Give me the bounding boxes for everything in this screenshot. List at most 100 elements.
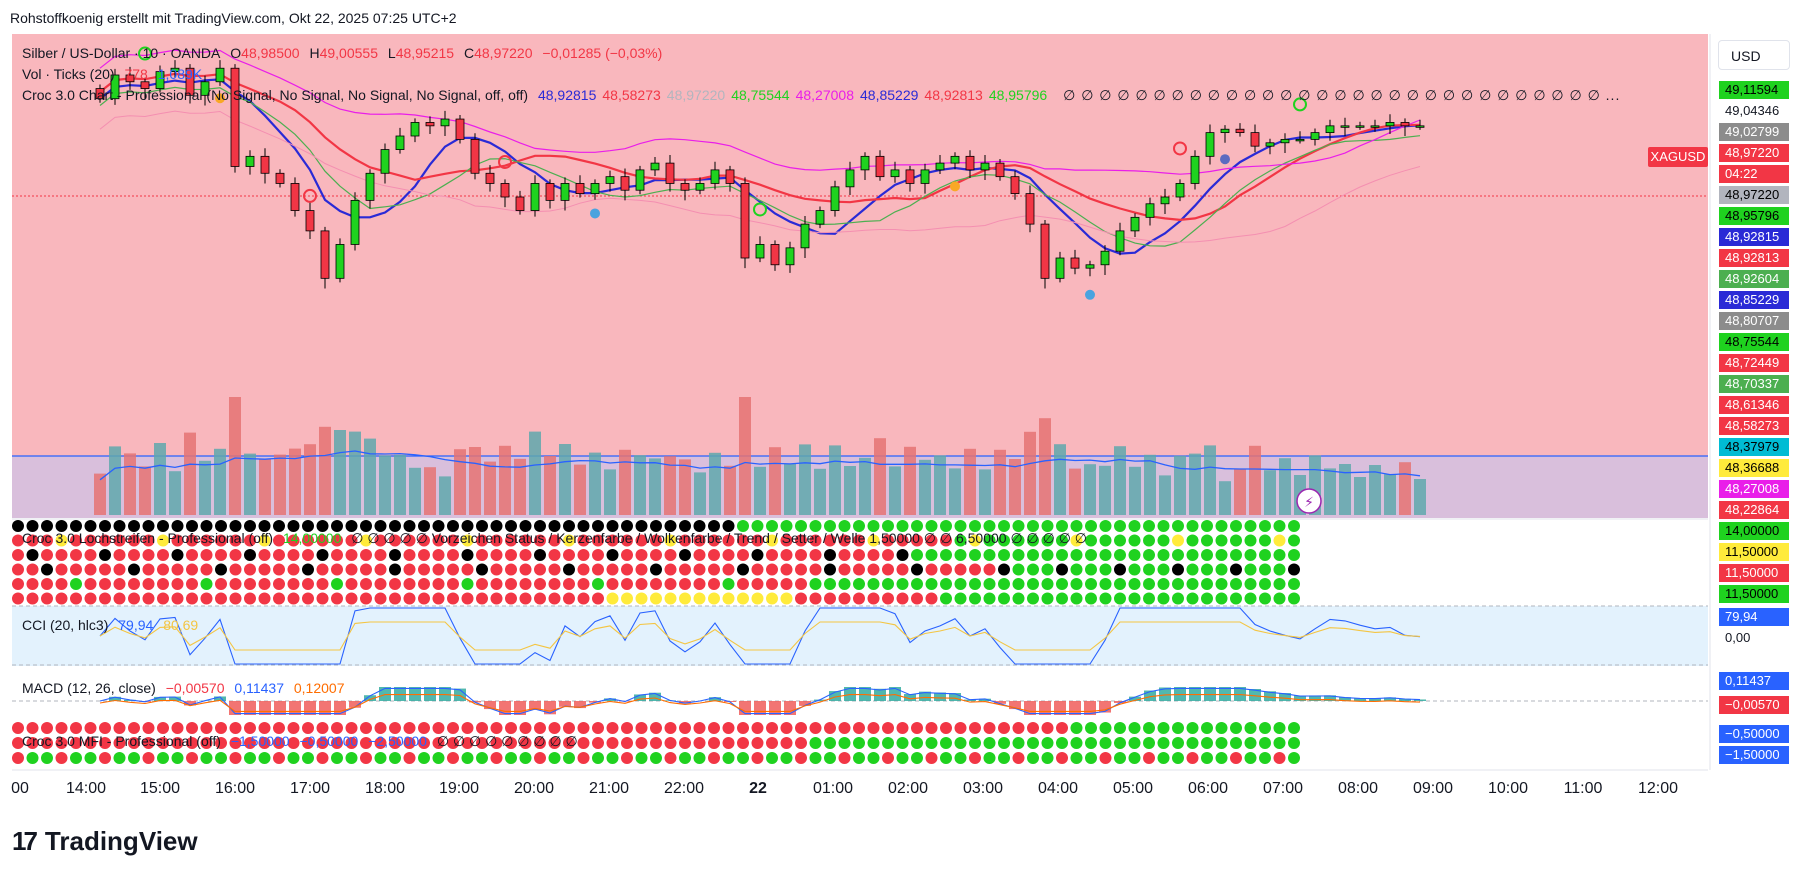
mfi-dot [737, 752, 749, 764]
loch-dot [215, 520, 227, 532]
mfi-dot [70, 737, 82, 749]
loch-legend[interactable]: Croc 3.0 Lochstreifen - Professional (of… [22, 530, 1087, 546]
loch-dot [84, 534, 97, 547]
mfi-dot [592, 722, 604, 734]
candle [1115, 230, 1125, 252]
symbol-name[interactable]: Silber / US-Dollar · 10 · OANDA [22, 45, 221, 61]
loch-dot [1215, 534, 1228, 547]
candle [1280, 138, 1290, 144]
loch-dot [1012, 549, 1025, 561]
candle [815, 210, 825, 225]
loch-dot [244, 549, 256, 561]
loch-dot [1085, 549, 1097, 561]
mfi-dot [679, 737, 691, 749]
mfi-dot [650, 752, 662, 764]
macd-bar [244, 701, 256, 715]
loch-dot [12, 534, 24, 547]
loch-pane-bg [12, 520, 1708, 606]
loch-dot [925, 520, 938, 532]
candle [305, 210, 315, 232]
volume-bar [424, 467, 436, 515]
mfi-dot [969, 722, 981, 734]
loch-dot [316, 534, 329, 547]
loch-dot [244, 592, 256, 605]
loch-dot [461, 520, 474, 532]
loch-dot [722, 549, 735, 561]
volume-bar [1324, 468, 1336, 515]
loch-dot [418, 578, 430, 590]
loch-dot [1012, 534, 1025, 547]
volume-bar [244, 453, 256, 515]
loch-dot [664, 549, 677, 561]
volume-bar [889, 466, 901, 515]
macd-bar [589, 701, 601, 703]
price-axis-label: 48,97220 [1719, 186, 1789, 204]
loch-dot [664, 534, 677, 547]
candle [140, 81, 150, 89]
loch-dot [621, 563, 633, 576]
mfi-dot [1288, 737, 1300, 749]
mfi-legend[interactable]: Croc 3.0 MFI - Professional (off) −1,500… [22, 733, 578, 749]
main-legend[interactable]: Silber / US-Dollar · 10 · OANDA O48,9850… [22, 45, 663, 61]
loch-dot [345, 534, 358, 547]
mfi-dot [708, 722, 720, 734]
loch-dot [1070, 578, 1083, 590]
loch-dot [1259, 549, 1271, 561]
loch-dot [273, 563, 285, 576]
loch-dot [867, 578, 880, 590]
loch-dot [302, 534, 314, 547]
price-axis-label: 48,61346 [1719, 396, 1789, 414]
candle [155, 71, 165, 89]
croc-legend[interactable]: Croc 3.0 Chart - Professional (No Signal… [22, 87, 1621, 103]
loch-dot [26, 592, 39, 605]
loch-dot [1099, 549, 1112, 561]
mfi-dot [954, 722, 967, 734]
mfi-dot [287, 722, 300, 734]
croc-value: 48,97220 [666, 87, 726, 103]
mfi-dot [925, 737, 938, 749]
loch-dot [882, 592, 894, 605]
macd-bar [214, 696, 226, 701]
loch-dot [867, 592, 880, 605]
loch-dot [447, 563, 459, 576]
mfi-dot [766, 752, 778, 764]
macd-bar [934, 692, 946, 701]
loch-dot [1288, 563, 1300, 576]
loch-dot [751, 592, 764, 605]
loch-dot [302, 578, 314, 590]
mfi-dot [142, 722, 155, 734]
vol-legend[interactable]: Vol · Ticks (20) 778 1,089K [22, 66, 203, 82]
loch-dot [287, 592, 300, 605]
mfi-dot [519, 752, 532, 764]
loch-dot [1201, 578, 1213, 590]
mfi-dot [664, 722, 677, 734]
mfi-dot [432, 752, 445, 764]
mfi-dot [200, 752, 213, 764]
volume-bar [664, 456, 676, 515]
loch-dot [1259, 520, 1271, 532]
mfi-dot [896, 722, 909, 734]
loch-dot [316, 520, 329, 532]
volume-bar [994, 449, 1006, 515]
loch-dot [809, 563, 822, 576]
loch-dot [244, 534, 256, 547]
volume-bar [979, 469, 991, 515]
cci-legend[interactable]: CCI (20, hlc3) 79,94 80,69 [22, 617, 199, 633]
volume-bar [319, 426, 331, 515]
loch-dot [519, 578, 532, 590]
loch-dot [824, 520, 836, 532]
volume-bar [1159, 475, 1171, 515]
candle [1220, 128, 1230, 134]
time-label: 16:00 [214, 780, 256, 797]
mfi-dot [476, 737, 488, 749]
loch-dot [925, 549, 938, 561]
macd-bar [1339, 697, 1351, 701]
cci-pane-bg [12, 606, 1708, 666]
macd-legend[interactable]: MACD (12, 26, close) −0,00570 0,11437 0,… [22, 680, 345, 696]
mfi-dot [1056, 737, 1068, 749]
loch-dot [737, 534, 749, 547]
currency-button[interactable]: USD [1718, 40, 1790, 70]
loch-dot [389, 592, 401, 605]
loch-dot [635, 534, 648, 547]
